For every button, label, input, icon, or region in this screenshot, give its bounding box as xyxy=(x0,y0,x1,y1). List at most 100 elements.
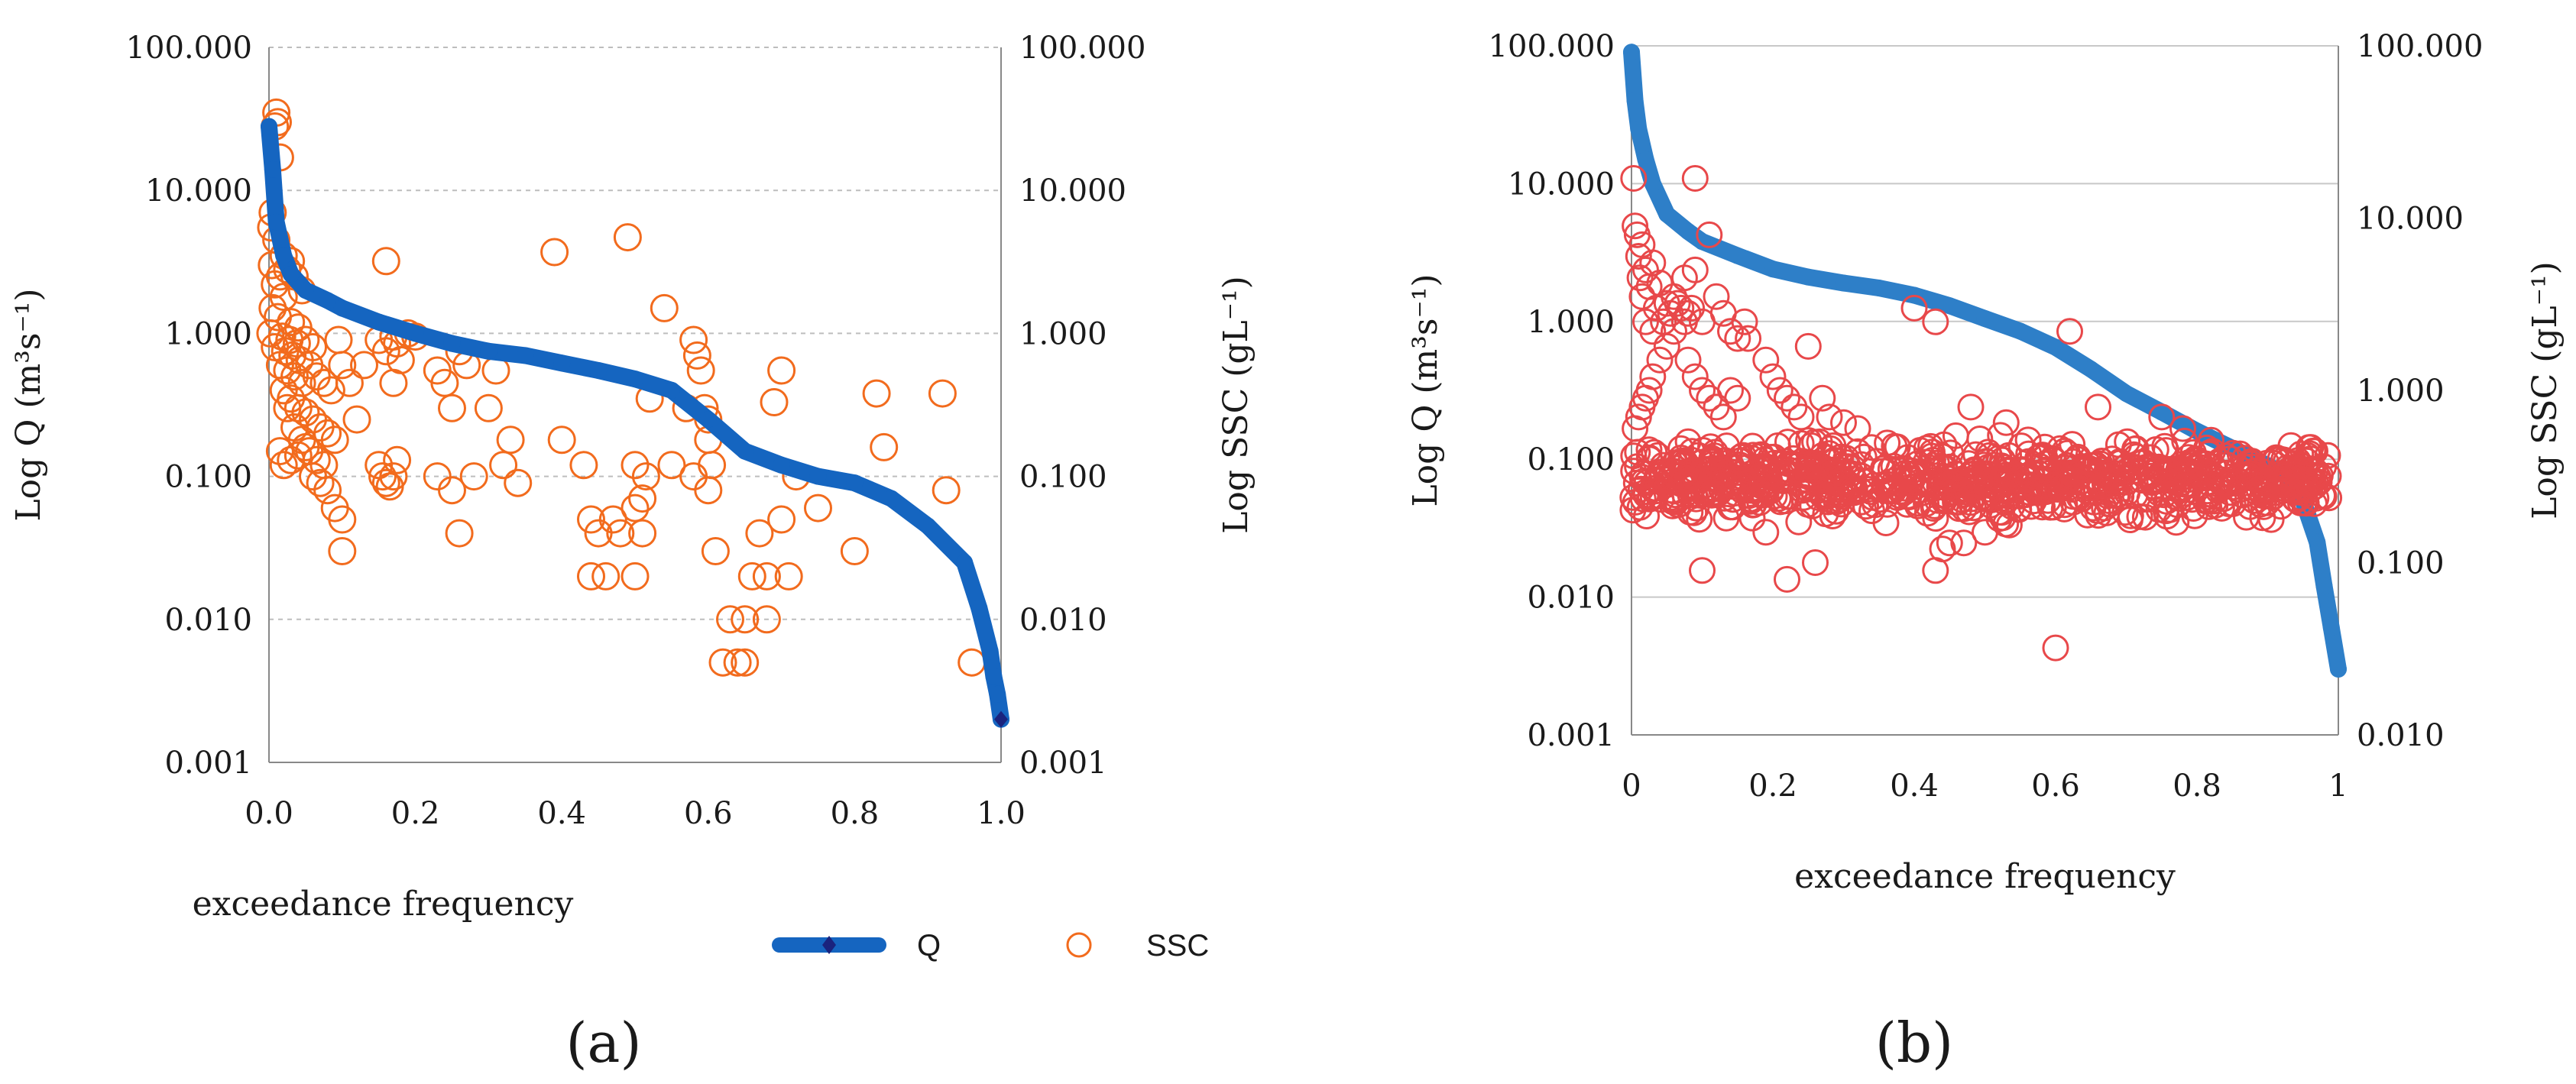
ssc-point xyxy=(2085,393,2111,421)
ssc-point xyxy=(1884,433,1911,461)
ssc-point xyxy=(591,561,621,591)
ssc-point xyxy=(284,441,313,470)
ssc-point xyxy=(2297,445,2325,473)
q-point xyxy=(1626,92,1644,109)
ssc-point xyxy=(1677,458,1705,486)
ssc-point xyxy=(1913,490,1940,517)
ssc-point xyxy=(438,476,466,505)
ssc-point xyxy=(1729,442,1757,469)
y-left-tick-label: 10.000 xyxy=(1508,167,1615,202)
q-point xyxy=(1658,205,1676,223)
ssc-point xyxy=(1661,318,1687,345)
y-left-tick-label: 0.001 xyxy=(1527,718,1615,753)
ssc-point xyxy=(1774,384,1800,412)
q-point xyxy=(407,325,424,342)
ssc-point xyxy=(1816,403,1843,431)
q-point xyxy=(1680,222,1696,240)
y-left-axis-label: Log Q (m³s⁻¹) xyxy=(1406,273,1445,506)
ssc-point xyxy=(1635,436,1663,464)
q-point xyxy=(2047,338,2064,356)
ssc-point xyxy=(2148,403,2176,431)
ssc-point xyxy=(1844,415,1871,442)
y-right-axis-label: Log SSC (gL⁻¹) xyxy=(2526,261,2565,519)
ssc-point xyxy=(1809,384,1836,412)
ssc-point xyxy=(1717,318,1744,345)
ssc-point xyxy=(1632,308,1659,335)
ssc-point xyxy=(1678,294,1706,322)
y-right-tick-label: 100.000 xyxy=(2357,29,2483,64)
q-point xyxy=(1630,120,1648,138)
ssc-point xyxy=(540,238,569,267)
q-point xyxy=(1800,268,1817,286)
ssc-point xyxy=(957,648,987,677)
ssc-point xyxy=(1658,484,1686,511)
q-point xyxy=(2322,619,2340,636)
ssc-point xyxy=(701,537,730,565)
ssc-point xyxy=(258,293,287,322)
ssc-point xyxy=(1987,422,2014,449)
ssc-point xyxy=(1950,529,1978,557)
y-right-tick-label: 0.100 xyxy=(2357,546,2445,581)
x-tick-label: 0.2 xyxy=(1748,769,1797,804)
q-point xyxy=(553,354,571,372)
ssc-point xyxy=(328,351,357,380)
q-point xyxy=(319,292,336,309)
ssc-point xyxy=(1957,393,1985,421)
q-point xyxy=(1941,297,1959,315)
ssc-point xyxy=(1667,448,1694,475)
ssc-point xyxy=(840,537,869,565)
ssc-point xyxy=(1670,308,1698,335)
ssc-point xyxy=(350,351,378,380)
q-point xyxy=(2330,660,2347,678)
panel-a-axes: 0.001 0.010 0.100 1.000 10.000 100.000 0.001 0.… xyxy=(126,31,1146,831)
x-tick-label: 0.8 xyxy=(2173,769,2221,804)
ssc-point xyxy=(1667,435,1695,462)
q-point xyxy=(1976,309,1994,327)
ssc-point xyxy=(694,476,723,505)
ssc-point xyxy=(679,325,708,354)
q-point xyxy=(956,554,974,571)
q-point xyxy=(2315,578,2333,595)
ssc-point xyxy=(1794,461,1822,489)
ssc-point xyxy=(932,476,961,505)
ssc-point xyxy=(1759,363,1787,390)
q-point xyxy=(1623,44,1640,61)
ssc-point xyxy=(2198,426,2224,454)
ssc-point xyxy=(804,493,832,523)
ssc-point xyxy=(299,462,327,491)
ssc-point xyxy=(1674,464,1701,492)
ssc-point xyxy=(1930,485,1958,513)
ssc-point xyxy=(459,462,488,491)
ssc-point xyxy=(621,561,650,591)
ssc-point xyxy=(1696,221,1723,248)
q-point xyxy=(267,213,285,231)
ssc-point xyxy=(1787,403,1815,431)
panel-b-ssc-series xyxy=(1619,165,2343,662)
y-left-tick-label: 100.000 xyxy=(1489,29,1615,64)
panel-b-axes: 0.001 0.010 0.100 1.000 10.000 100.000 0.010 0.… xyxy=(1489,29,2484,804)
ssc-point xyxy=(569,451,598,480)
x-tick-label: 0 xyxy=(1622,769,1641,804)
q-point xyxy=(699,411,717,429)
ssc-point xyxy=(716,605,744,634)
ssc-point xyxy=(745,519,774,548)
ssc-point xyxy=(2042,634,2069,662)
ssc-point xyxy=(1622,212,1649,240)
q-point xyxy=(2011,322,2029,340)
ssc-point xyxy=(1972,519,1998,546)
ssc-point xyxy=(698,451,727,480)
ssc-point xyxy=(342,405,371,434)
ssc-point xyxy=(1900,294,1928,322)
ssc-point xyxy=(1717,377,1744,404)
q-point xyxy=(443,335,461,352)
y-left-tick-label: 0.010 xyxy=(164,603,252,638)
ssc-point xyxy=(1855,476,1882,503)
q-end-marker xyxy=(994,710,1008,728)
ssc-point xyxy=(708,648,737,677)
ssc-point xyxy=(291,398,320,427)
ssc-point xyxy=(1815,482,1842,510)
ssc-point xyxy=(2294,442,2322,469)
ssc-point xyxy=(2235,462,2263,490)
q-point xyxy=(261,118,277,135)
ssc-point xyxy=(324,325,353,354)
